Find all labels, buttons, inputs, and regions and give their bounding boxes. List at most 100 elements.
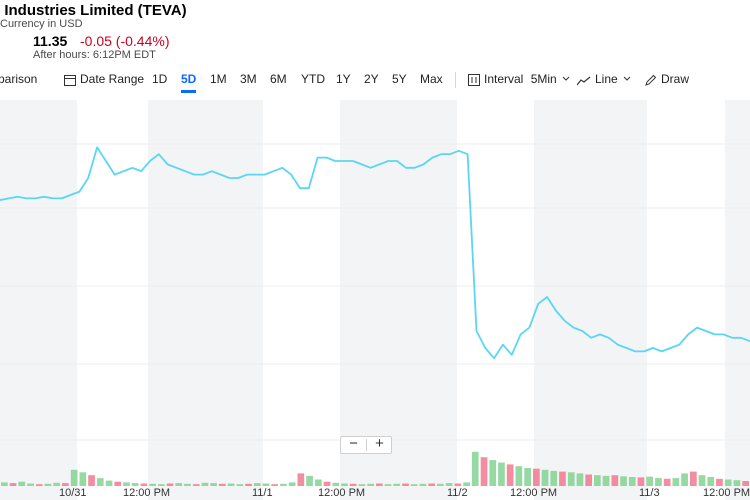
volume-bar <box>628 477 636 486</box>
volume-bar <box>131 483 139 486</box>
after-hours-time: After hours: 6:12PM EDT <box>33 49 156 61</box>
x-tick-label: 12:00 PM <box>123 487 171 499</box>
range-5y[interactable]: 5Y <box>392 72 407 86</box>
volume-bar <box>724 479 732 486</box>
volume-bar <box>454 483 462 486</box>
volume-bar <box>594 475 601 486</box>
volume-bar <box>245 483 252 486</box>
x-tick-label: 12:00 PM <box>318 487 366 499</box>
volume-bar <box>88 475 95 486</box>
volume-bar <box>35 484 43 486</box>
volume-bar <box>315 479 322 486</box>
chart-type-selector[interactable]: Line <box>577 72 631 86</box>
session-shade <box>0 100 77 500</box>
range-1d[interactable]: 1D <box>152 72 168 86</box>
volume-bar <box>576 473 584 486</box>
x-tick-label: 11/2 <box>447 487 468 499</box>
price-chart[interactable] <box>0 100 750 500</box>
volume-bar <box>428 483 435 486</box>
volume-bar <box>489 460 497 486</box>
range-5d[interactable]: 5D <box>181 72 197 93</box>
volume-bar <box>550 470 558 486</box>
currency-label: Currency in USD <box>0 18 83 30</box>
date-range-button[interactable]: Date Range <box>64 72 144 86</box>
session-shade <box>340 100 457 500</box>
volume-bar <box>498 462 505 486</box>
range-3m[interactable]: 3M <box>240 72 257 86</box>
volume-bar <box>655 478 662 486</box>
volume-bar <box>698 475 706 486</box>
volume-bar <box>707 477 715 486</box>
toolbar-divider <box>455 72 456 88</box>
volume-bar <box>140 483 148 486</box>
volume-bar <box>637 477 645 486</box>
volume-bar <box>393 483 401 486</box>
after-hours-change: -0.05 (-0.44%) <box>80 33 170 49</box>
comparison-button[interactable]: parison <box>0 72 38 86</box>
volume-bar <box>114 481 122 486</box>
volume-bar <box>471 451 479 486</box>
range-6m[interactable]: 6M <box>270 72 287 86</box>
volume-bar <box>149 483 156 486</box>
volume-bar <box>227 483 235 486</box>
zoom-out-button[interactable]: − <box>349 435 358 452</box>
volume-bar <box>96 478 104 486</box>
volume-bar <box>646 476 653 486</box>
volume-bar <box>611 475 619 486</box>
volume-bar <box>79 472 87 486</box>
volume-bar <box>288 482 296 486</box>
x-tick-label: 11/1 <box>252 487 273 499</box>
range-2y[interactable]: 2Y <box>364 72 379 86</box>
volume-bar <box>733 480 741 486</box>
volume-bar <box>1 482 8 486</box>
volume-bar <box>297 473 305 486</box>
session-shade <box>534 100 647 500</box>
volume-bar <box>463 482 470 486</box>
range-1m[interactable]: 1M <box>210 72 227 86</box>
volume-bar <box>123 482 130 486</box>
chart-canvas <box>0 143 750 486</box>
volume-bar <box>533 468 540 486</box>
range-ytd[interactable]: YTD <box>301 72 325 86</box>
draw-button[interactable]: Draw <box>645 72 689 86</box>
x-tick-label: 12:00 PM <box>510 487 558 499</box>
zoom-in-button[interactable]: + <box>375 435 384 452</box>
volume-bar <box>506 464 514 486</box>
volume-bar <box>53 482 60 486</box>
price-line <box>0 146 750 360</box>
volume-bar <box>201 482 209 486</box>
range-1y[interactable]: 1Y <box>336 72 351 86</box>
volume-bar <box>681 473 688 486</box>
volume-bar <box>262 483 270 486</box>
volume-bar <box>437 483 444 486</box>
range-max[interactable]: Max <box>420 72 443 86</box>
chevron-down-icon <box>623 76 631 81</box>
volume-bar <box>210 483 217 486</box>
zoom-control: − + <box>340 435 392 454</box>
interval-value: 5Min <box>530 72 557 86</box>
pencil-icon <box>645 74 657 86</box>
volume-bar <box>376 483 383 486</box>
volume-bar <box>559 471 566 486</box>
volume-bar <box>219 483 226 486</box>
calendar-icon <box>64 75 76 86</box>
x-tick-label: 12:00 PM <box>703 487 750 499</box>
volume-bar <box>105 480 113 486</box>
volume-bar <box>672 478 680 486</box>
volume-bar <box>515 466 523 486</box>
volume-bar <box>524 468 531 486</box>
x-tick-label: 10/31 <box>59 487 87 499</box>
chart-type-label: Line <box>595 72 618 86</box>
volume-bar <box>402 483 409 486</box>
volume-bar <box>358 484 366 486</box>
change-paren: ) <box>0 34 1 50</box>
session-shade <box>148 100 263 500</box>
volume-bar <box>166 483 174 486</box>
draw-label: Draw <box>661 72 690 86</box>
volume-bar <box>620 476 627 486</box>
volume-bar <box>236 484 244 486</box>
volume-bar <box>690 471 697 486</box>
volume-bar <box>9 483 17 486</box>
interval-selector[interactable]: Interval 5Min <box>468 72 570 86</box>
volume-bar <box>367 483 374 486</box>
